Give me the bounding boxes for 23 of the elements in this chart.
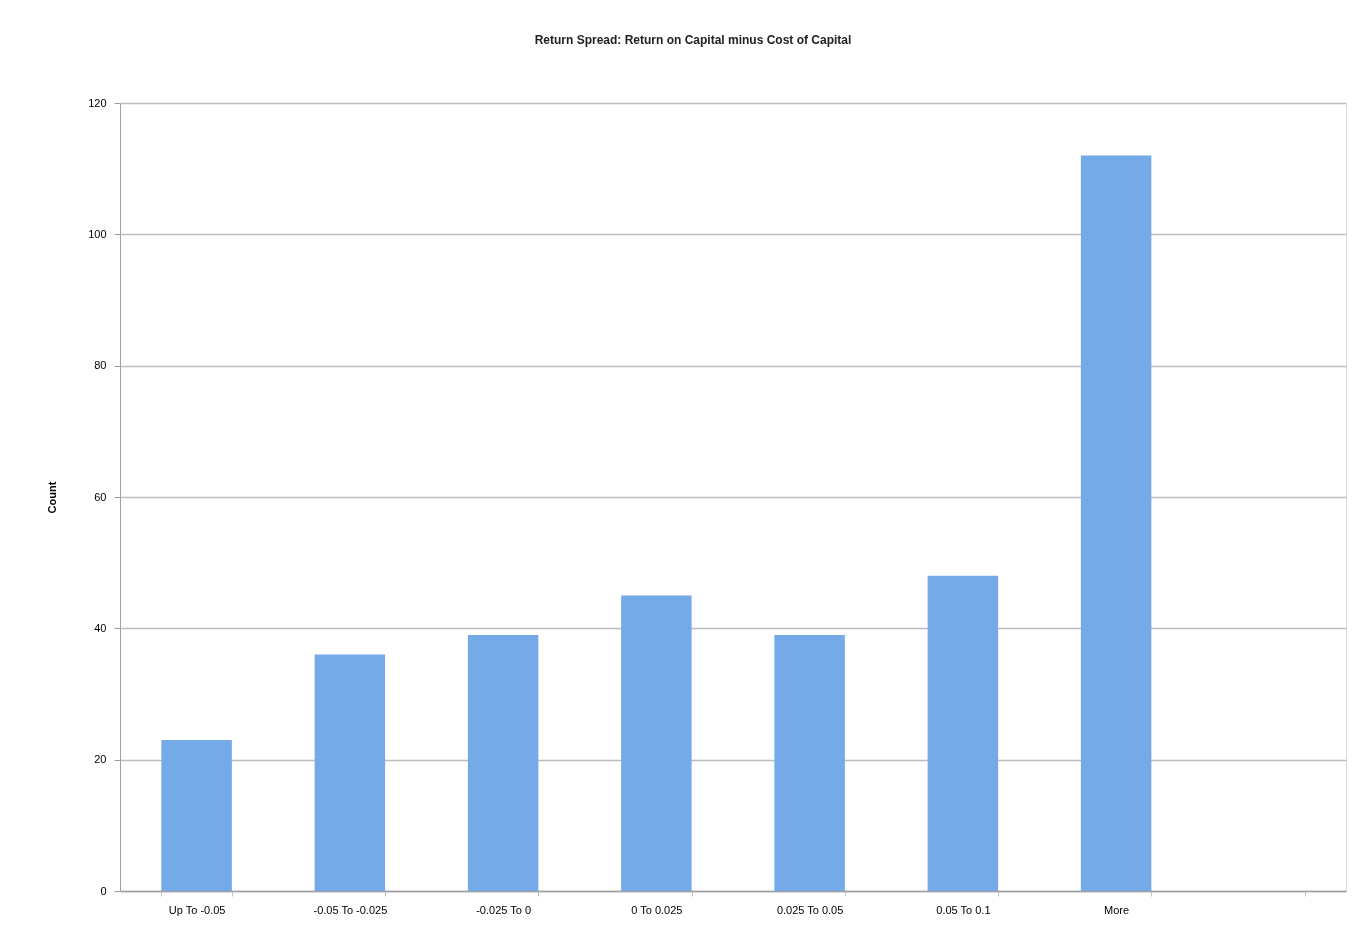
y-tick-label: 20 xyxy=(94,753,107,766)
y-tick-label: 40 xyxy=(94,621,107,634)
y-tick-label: 120 xyxy=(88,96,107,109)
y-tick-label: 60 xyxy=(94,490,107,503)
bar xyxy=(774,634,845,891)
bar xyxy=(1080,155,1152,891)
bar xyxy=(927,575,999,891)
x-tick-label: Up To -0.05 xyxy=(168,903,226,916)
x-tick-label: 0 To 0.025 xyxy=(631,903,683,916)
y-tick-label: 0 xyxy=(100,884,107,897)
x-tick-label: 0.05 To 0.1 xyxy=(936,903,991,916)
y-tick-label: 80 xyxy=(94,359,107,372)
x-tick-label: 0.025 To 0.05 xyxy=(776,903,844,916)
chart-title: Return Spread: Return on Capital minus Cost of Capital xyxy=(534,33,852,47)
bar xyxy=(314,654,386,891)
bar xyxy=(467,634,539,891)
bar xyxy=(621,595,692,891)
x-tick-label: -0.025 To 0 xyxy=(476,903,532,916)
y-axis-title: Count xyxy=(46,481,59,514)
x-tick-label: More xyxy=(1104,903,1130,916)
bar xyxy=(161,739,232,891)
x-tick-label: -0.05 To -0.025 xyxy=(313,903,388,916)
y-tick-label: 100 xyxy=(88,227,107,240)
